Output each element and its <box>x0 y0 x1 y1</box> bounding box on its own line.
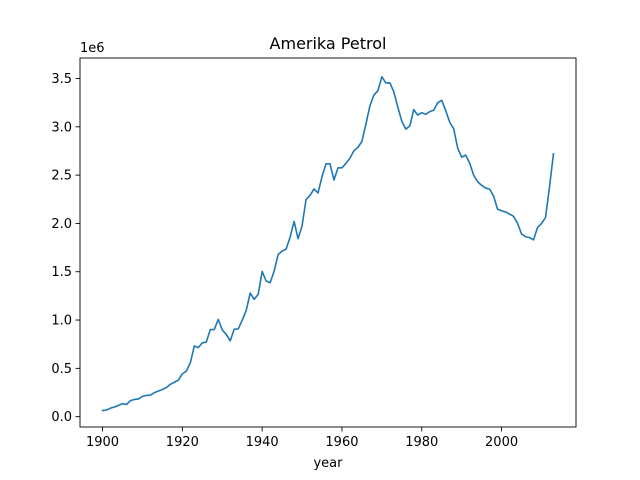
x-tick-label: 1980 <box>405 435 438 450</box>
y-tick-label: 3.5 <box>51 72 72 87</box>
y-tick-label: 3.0 <box>51 120 72 135</box>
y-axis-offset-label: 1e6 <box>80 41 105 56</box>
plot-area: 1900 1920 1940 1960 1980 2000 0.0 0.5 1.0 1.5 2.0 2… <box>51 57 577 450</box>
x-tick-label: 1920 <box>166 435 199 450</box>
plot-frame <box>79 57 577 428</box>
y-tick-label: 0.0 <box>51 410 72 425</box>
x-tick-label: 2000 <box>485 435 518 450</box>
chart-title: Amerika Petrol <box>270 34 387 53</box>
data-series-line <box>101 76 555 412</box>
y-tick-label: 0.5 <box>51 362 72 377</box>
x-tick-label: 1900 <box>86 435 119 450</box>
x-tick-label: 1960 <box>325 435 358 450</box>
x-tick-label: 1940 <box>246 435 279 450</box>
y-tick-label: 1.5 <box>51 265 72 280</box>
y-tick-label: 2.0 <box>51 217 72 232</box>
y-tick-label: 1.0 <box>51 314 72 329</box>
y-tick-label: 2.5 <box>51 169 72 184</box>
x-axis-title: year <box>313 456 343 471</box>
